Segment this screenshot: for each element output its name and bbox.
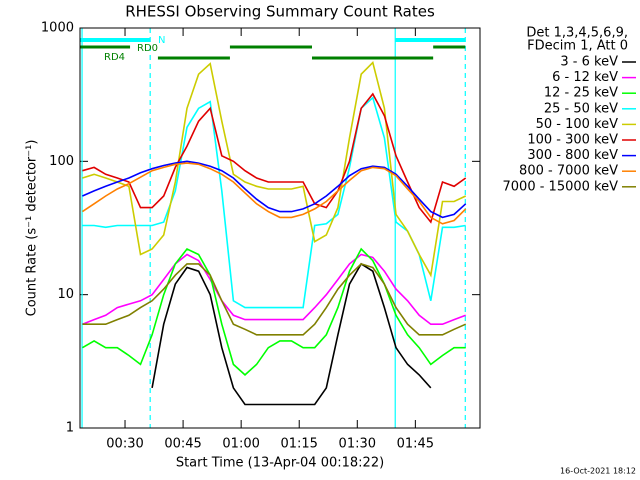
legend-header: FDecim 1, Att 0 (527, 39, 628, 54)
plot-frame (79, 27, 481, 429)
series-line (151, 262, 432, 406)
x-tick-label: 01:45 (397, 437, 434, 452)
legend-header: Det 1,3,4,5,6,9, (526, 26, 628, 41)
legend-label: 12 - 25 keV (544, 86, 618, 101)
legend-label: 6 - 12 keV (552, 70, 618, 85)
series-line (82, 61, 467, 278)
x-axis-title: Start Time (13-Apr-04 00:18:22) (176, 456, 384, 471)
x-tick-label: 01:00 (222, 437, 259, 452)
series-line (81, 247, 466, 376)
flag-label: RD0 (137, 43, 158, 54)
x-tick-label: 01:30 (339, 437, 376, 452)
legend-label: 800 - 7000 keV (519, 164, 618, 179)
series-line (82, 253, 466, 325)
y-axis-title: Count Rate (s⁻¹ detector⁻¹) (25, 140, 40, 317)
series-line (82, 160, 467, 219)
series-line (82, 96, 466, 309)
chart-title: RHESSI Observing Summary Count Rates (125, 3, 435, 21)
footer: 16-Oct-2021 18:12 (560, 467, 636, 476)
y-tick-label: 10 (57, 287, 74, 302)
x-tick-label: 01:15 (280, 437, 317, 452)
flag-label: RD4 (104, 52, 125, 63)
flag-label: N (158, 35, 165, 46)
series-line (82, 92, 467, 224)
y-tick-label: 1 (66, 421, 74, 436)
legend-label: 7000 - 15000 keV (503, 179, 619, 194)
legend-label: 3 - 6 keV (560, 55, 618, 70)
y-tick-label: 1000 (41, 21, 74, 36)
series-line (81, 162, 467, 225)
x-tick-label: 00:45 (164, 437, 201, 452)
y-tick-label: 100 (49, 154, 74, 169)
legend-label: 50 - 100 keV (536, 117, 619, 132)
legend-label: 300 - 800 keV (527, 148, 618, 163)
legend-label: 100 - 300 keV (527, 133, 618, 148)
x-tick-label: 00:30 (106, 437, 143, 452)
legend-label: 25 - 50 keV (544, 101, 618, 116)
series-line (82, 262, 467, 336)
